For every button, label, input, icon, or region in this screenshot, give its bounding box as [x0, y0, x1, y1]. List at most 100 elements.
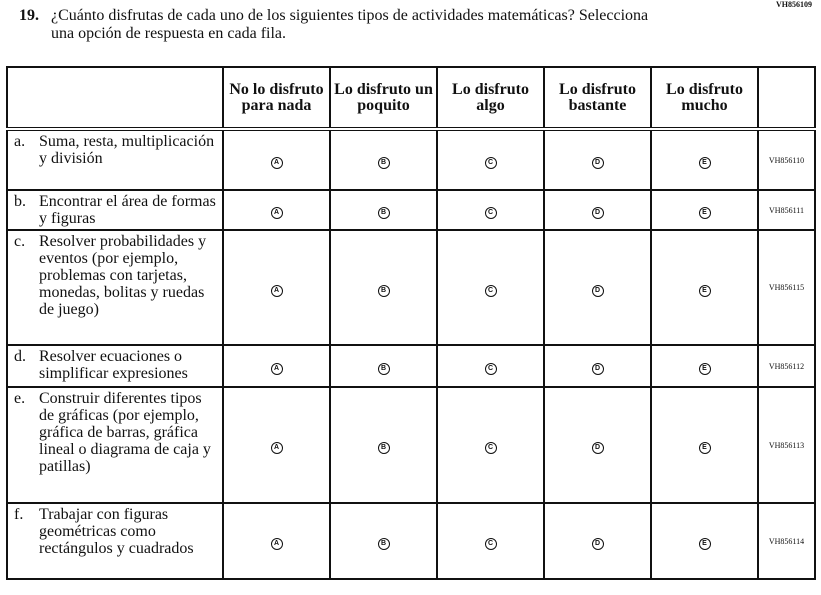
response-cell: C	[436, 128, 545, 191]
header-blank	[757, 66, 816, 131]
option-c-bubble[interactable]: C	[484, 284, 497, 297]
option-d-bubble[interactable]: D	[591, 207, 604, 219]
row-text: Resolver probabilidades y eventos (por e…	[39, 233, 207, 318]
response-cell: B	[329, 386, 438, 504]
item-code: VH856110	[757, 128, 816, 191]
response-cell: D	[543, 128, 652, 191]
table-row: f. Trabajar con figuras geométricas como …	[6, 502, 816, 580]
option-a-bubble[interactable]: A	[270, 157, 283, 169]
option-e-bubble[interactable]: E	[698, 363, 711, 375]
option-b-bubble[interactable]: B	[377, 538, 390, 550]
response-cell: A	[222, 502, 331, 580]
item-code: VH856115	[757, 229, 816, 346]
option-a-bubble[interactable]: A	[270, 284, 283, 297]
table-row: d. Resolver ecuaciones o simplificar expr…	[6, 344, 816, 388]
row-label: d. Resolver ecuaciones o simplificar expr…	[6, 344, 224, 388]
option-e-bubble[interactable]: E	[698, 157, 711, 169]
response-cell: D	[543, 386, 652, 504]
response-cell: E	[650, 386, 759, 504]
row-letter: a.	[14, 133, 26, 150]
row-letter: e.	[14, 390, 26, 407]
option-a-bubble[interactable]: A	[270, 207, 283, 219]
response-cell: C	[436, 502, 545, 580]
response-cell: E	[650, 502, 759, 580]
response-cell: C	[436, 344, 545, 388]
response-cell: D	[543, 229, 652, 346]
response-cell: B	[329, 229, 438, 346]
response-cell: E	[650, 189, 759, 231]
column-header: Lo disfruto bastante	[543, 66, 652, 131]
item-code: VH856113	[757, 386, 816, 504]
option-a-bubble[interactable]: A	[270, 442, 283, 454]
option-b-bubble[interactable]: B	[377, 442, 390, 454]
table-row: c. Resolver probabilidades y eventos (por…	[6, 229, 816, 346]
response-cell: B	[329, 344, 438, 388]
response-cell: A	[222, 189, 331, 231]
response-cell: D	[543, 344, 652, 388]
item-code: VH856111	[757, 189, 816, 231]
option-b-bubble[interactable]: B	[377, 284, 390, 297]
row-label: b. Encontrar el área de formas y figuras	[6, 189, 224, 231]
response-cell: E	[650, 229, 759, 346]
question-id: VH856109	[776, 0, 812, 9]
item-code: VH856114	[757, 502, 816, 580]
item-code: VH856112	[757, 344, 816, 388]
response-grid: No lo disfruto para nada Lo disfruto un …	[6, 66, 816, 580]
row-letter: b.	[14, 193, 26, 210]
row-letter: c.	[14, 233, 26, 250]
row-text: Trabajar con figuras geométricas como re…	[39, 506, 194, 557]
option-c-bubble[interactable]: C	[484, 442, 497, 454]
response-cell: A	[222, 344, 331, 388]
option-d-bubble[interactable]: D	[591, 538, 604, 550]
header-blank	[6, 66, 224, 131]
option-c-bubble[interactable]: C	[484, 538, 497, 550]
option-a-bubble[interactable]: A	[270, 363, 283, 375]
row-letter: f.	[14, 506, 24, 523]
question-text: ¿Cuánto disfrutas de cada uno de los sig…	[51, 7, 649, 42]
option-c-bubble[interactable]: C	[484, 363, 497, 375]
row-text: Resolver ecuaciones o simplificar expres…	[39, 348, 188, 382]
response-cell: A	[222, 229, 331, 346]
option-d-bubble[interactable]: D	[591, 284, 604, 297]
column-header: Lo disfruto algo	[436, 66, 545, 131]
column-header: No lo disfruto para nada	[222, 66, 331, 131]
response-cell: C	[436, 229, 545, 346]
row-label: f. Trabajar con figuras geométricas como …	[6, 502, 224, 580]
response-cell: D	[543, 502, 652, 580]
response-cell: C	[436, 189, 545, 231]
response-cell: E	[650, 344, 759, 388]
option-a-bubble[interactable]: A	[270, 538, 283, 550]
option-b-bubble[interactable]: B	[377, 157, 390, 169]
column-header: Lo disfruto un poquito	[329, 66, 438, 131]
row-text: Construir diferentes tipos de gráficas (…	[39, 390, 211, 475]
row-text: Suma, resta, multiplicación y división	[39, 133, 215, 167]
option-e-bubble[interactable]: E	[698, 538, 711, 550]
response-cell: D	[543, 189, 652, 231]
response-cell: B	[329, 189, 438, 231]
row-label: a. Suma, resta, multiplicación y división	[6, 128, 224, 191]
option-c-bubble[interactable]: C	[484, 207, 497, 219]
response-cell: B	[329, 502, 438, 580]
option-b-bubble[interactable]: B	[377, 363, 390, 375]
header-row: No lo disfruto para nada Lo disfruto un …	[6, 66, 816, 131]
table-row: a. Suma, resta, multiplicación y división…	[6, 128, 816, 191]
row-label: e. Construir diferentes tipos de gráficas…	[6, 386, 224, 504]
response-cell: A	[222, 386, 331, 504]
option-e-bubble[interactable]: E	[698, 284, 711, 297]
question-number: 19.	[19, 7, 39, 24]
option-c-bubble[interactable]: C	[484, 157, 497, 169]
response-cell: C	[436, 386, 545, 504]
response-cell: A	[222, 128, 331, 191]
table-row: e. Construir diferentes tipos de gráficas…	[6, 386, 816, 504]
option-d-bubble[interactable]: D	[591, 363, 604, 375]
row-label: c. Resolver probabilidades y eventos (por…	[6, 229, 224, 346]
option-d-bubble[interactable]: D	[591, 442, 604, 454]
option-d-bubble[interactable]: D	[591, 157, 604, 169]
column-header: Lo disfruto mucho	[650, 66, 759, 131]
response-cell: B	[329, 128, 438, 191]
row-text: Encontrar el área de formas y figuras	[39, 193, 216, 227]
table-row: b. Encontrar el área de formas y figuras A…	[6, 189, 816, 231]
option-e-bubble[interactable]: E	[698, 442, 711, 454]
option-b-bubble[interactable]: B	[377, 207, 390, 219]
option-e-bubble[interactable]: E	[698, 207, 711, 219]
